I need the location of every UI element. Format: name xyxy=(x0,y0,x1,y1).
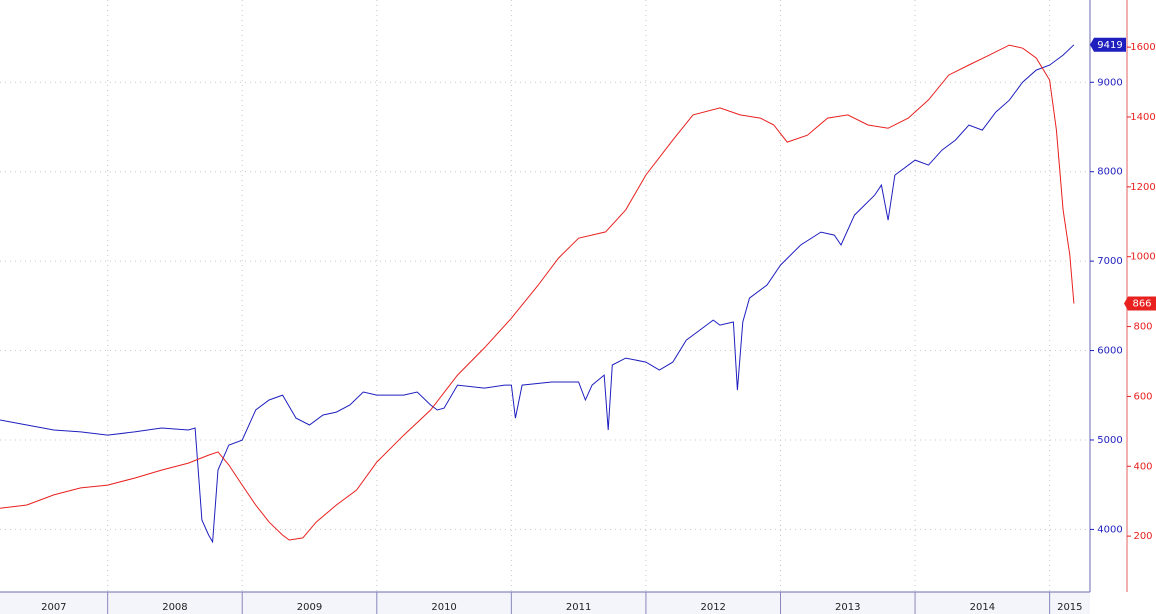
y-tick-label: 4000 xyxy=(1097,524,1122,535)
y2-tick-label: 200 xyxy=(1133,531,1152,542)
x-tick-label: 2013 xyxy=(835,602,860,613)
y2-tick-label: 400 xyxy=(1133,461,1152,472)
x-tick-label: 2009 xyxy=(297,602,322,613)
y2-tick-label: 800 xyxy=(1133,322,1152,333)
x-tick-label: 2007 xyxy=(41,602,66,613)
line-series xyxy=(0,44,1075,541)
y-tick-label: 6000 xyxy=(1097,346,1122,357)
y-tick-label: 7000 xyxy=(1097,256,1122,267)
y2-tick-label: 1400 xyxy=(1130,112,1155,123)
y2-tick-label: 1000 xyxy=(1130,252,1155,263)
x-tick-label: 2014 xyxy=(970,602,995,613)
last-value-box xyxy=(1090,37,1126,52)
x-tick-label: 2011 xyxy=(566,602,591,613)
last-value-box xyxy=(1124,296,1156,311)
y-tick-label: 9000 xyxy=(1097,77,1122,88)
y2-tick-label: 1200 xyxy=(1130,182,1155,193)
y-tick-label: 5000 xyxy=(1097,435,1122,446)
line-series xyxy=(0,44,1075,544)
last-value-label: 866 xyxy=(1132,299,1151,310)
y-tick-label: 8000 xyxy=(1097,167,1122,178)
x-tick-label: 2008 xyxy=(162,602,187,613)
last-value-label: 9419 xyxy=(1097,40,1122,51)
x-tick-label: 2010 xyxy=(431,602,456,613)
x-axis-band xyxy=(0,592,1090,614)
x-tick-label: 2015 xyxy=(1057,602,1082,613)
x-tick-label: 2012 xyxy=(700,602,725,613)
y2-tick-label: 600 xyxy=(1133,391,1152,402)
y2-tick-label: 1600 xyxy=(1130,42,1155,53)
